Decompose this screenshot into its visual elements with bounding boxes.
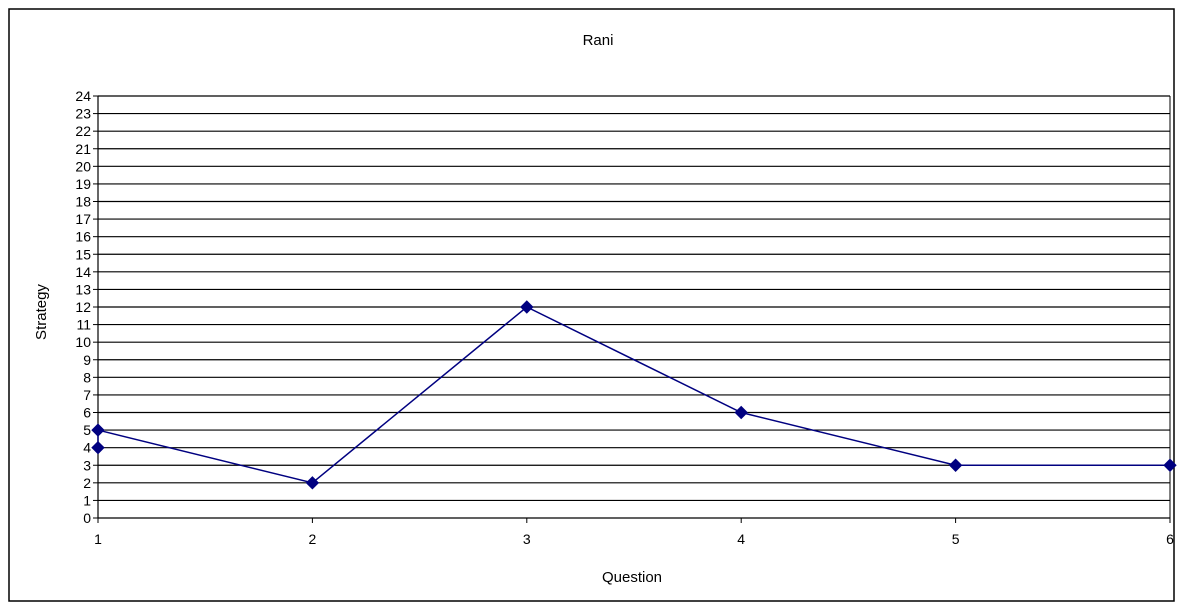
y-tick-label-0: 0 [83, 510, 91, 526]
x-tick-label-6: 6 [1166, 531, 1174, 547]
y-tick-label-23: 23 [75, 106, 91, 122]
x-tick-label-5: 5 [952, 531, 960, 547]
y-tick-label-20: 20 [75, 158, 91, 174]
y-tick-label-4: 4 [83, 440, 91, 456]
y-tick-label-10: 10 [75, 334, 91, 350]
y-tick-label-24: 24 [75, 88, 91, 104]
data-point-0-4 [734, 405, 748, 420]
y-tick-label-3: 3 [83, 457, 91, 473]
y-tick-label-6: 6 [83, 405, 91, 421]
y-tick-label-18: 18 [75, 194, 91, 210]
x-tick-label-1: 1 [94, 531, 102, 547]
grid-layer [98, 95, 1170, 502]
chart-title: Rani [583, 32, 614, 49]
data-point-0-3 [520, 300, 534, 314]
y-tick-label-13: 13 [75, 281, 91, 297]
x-tick-label-4: 4 [737, 531, 745, 547]
y-tick-label-21: 21 [75, 141, 91, 157]
series-layer [91, 300, 1177, 490]
data-point-0-1 [91, 423, 105, 437]
y-tick-label-22: 22 [75, 123, 91, 139]
y-tick-label-2: 2 [83, 475, 91, 491]
y-tick-label-14: 14 [75, 264, 91, 280]
y-tick-label-9: 9 [83, 352, 91, 368]
y-tick-label-17: 17 [75, 211, 91, 227]
y-axis-title: Strategy [33, 284, 50, 340]
y-tick-label-7: 7 [83, 387, 91, 403]
x-axis-title: Question [602, 569, 662, 586]
axis-layer: 0123456789101112131415161718192021222324… [75, 88, 1174, 547]
x-tick-label-2: 2 [309, 531, 317, 547]
y-tick-label-1: 1 [83, 492, 91, 508]
y-tick-label-15: 15 [75, 246, 91, 262]
data-point-0-0 [91, 440, 105, 455]
y-tick-label-16: 16 [75, 229, 91, 245]
y-tick-label-12: 12 [75, 299, 91, 315]
data-point-0-6 [1163, 458, 1177, 472]
y-tick-label-11: 11 [76, 317, 91, 333]
y-tick-label-5: 5 [83, 422, 91, 438]
x-tick-label-3: 3 [523, 531, 531, 547]
chart-border [8, 8, 1175, 602]
y-tick-label-19: 19 [75, 176, 91, 192]
y-tick-label-8: 8 [83, 369, 91, 385]
data-point-0-5 [948, 458, 963, 472]
data-point-0-2 [305, 476, 320, 490]
